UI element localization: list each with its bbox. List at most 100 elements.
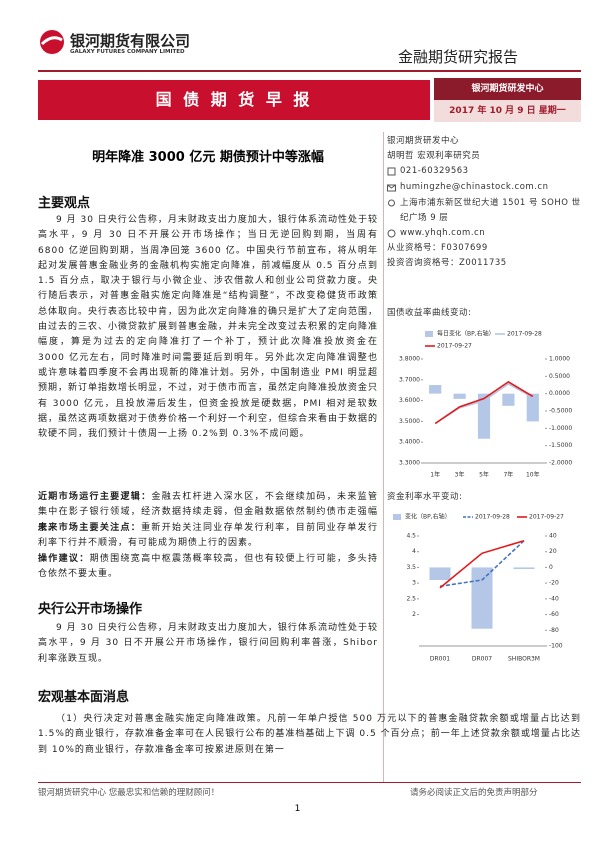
y2-tick-label: 0.5000 [549, 373, 570, 380]
bar [477, 393, 491, 439]
y2-tick-label: 0 [549, 564, 553, 571]
license: 从业资格号：F0307699 [387, 243, 488, 253]
logo-icon [40, 30, 64, 54]
y2-tick-label: 40 [549, 533, 557, 540]
bar [471, 567, 493, 629]
y-tick-label: 3.5 [406, 564, 416, 571]
title: 明年降准 3000 亿元 期债预计中等涨幅 [92, 150, 324, 165]
web-icon [387, 229, 396, 238]
y-tick-label: 4 [412, 548, 416, 555]
y-tick-label: 3.3000 [399, 460, 420, 467]
x-tick-label: DR007 [472, 656, 492, 663]
chart: 3.3000 3.4000 3.5000 3.6000 3.7000 3.8000 -2.0… [399, 330, 572, 479]
legend-label: 每日变化（BP,右轴） [437, 330, 495, 338]
company-en: GALAXY FUTURES COMPANY LIMITED [70, 49, 185, 55]
y2-tick-label: -100 [549, 643, 563, 650]
bar [453, 393, 466, 399]
web: www.yhqh.com.cn [400, 228, 486, 238]
heading: 宏观基本面消息 [38, 690, 130, 705]
legend-label: 2017-09-27 [529, 514, 564, 521]
paragraph: 操作建议：期债围绕宽高中枢震荡概率较高，但也有较便上行可能，多头持仓依然不要太重… [38, 552, 378, 583]
y2-tick-label: -20 [549, 580, 559, 587]
address-icon [388, 199, 395, 207]
email-icon [387, 184, 396, 192]
phone: 021-60329563 [400, 166, 469, 176]
y-tick-label: 2 [412, 611, 416, 618]
paragraph: 未来市场主要关注点：重新开始关注同业存单发行利率，目前同业存单发行利率下行并不顺… [38, 521, 378, 552]
line [434, 380, 534, 425]
legend-swatch [393, 514, 401, 520]
date: 2017 年 10 月 9 日 星期一 [434, 100, 581, 122]
y2-tick-label: -60 [549, 611, 559, 618]
x-tick-label: 1年 [430, 471, 440, 479]
y-tick-label: 3.7000 [399, 376, 420, 383]
page-number: 1 [294, 804, 301, 814]
text: 期债围绕宽高中枢震荡概率较高，但也有较便上行可能，多头持仓依然不要太重。 [38, 554, 378, 580]
banner: 国 债 期 货 早 报 [38, 80, 430, 120]
x-tick-label: DR001 [430, 656, 450, 663]
legend-label: 2017-09-28 [475, 514, 510, 521]
y2-tick-label: -0.5000 [549, 408, 572, 415]
x-tick-label: 10年 [526, 471, 540, 479]
bar [513, 567, 535, 569]
y-tick-label: 3 [412, 580, 416, 587]
x-tick-label: 5年 [479, 471, 489, 479]
legend-label: 2017-09-27 [437, 343, 472, 350]
rule [38, 70, 581, 72]
chart-label: 国债收益率曲线变动: [387, 308, 472, 318]
y2-tick-label: -1.0000 [549, 425, 572, 432]
y2-tick-label: -40 [549, 595, 559, 602]
divider [383, 132, 384, 782]
x-tick-label: SHIBOR3M [508, 656, 540, 663]
email: humingzhe@chinastock.com.cn [400, 182, 549, 192]
lead: 未来市场主要关注点： [38, 523, 142, 533]
center: 银河期货研发中心 [434, 78, 581, 100]
y2-tick-label: 1.0000 [549, 356, 570, 363]
y-tick-label: 3.5000 [399, 418, 420, 425]
chart-label: 资金利率水平变动: [387, 492, 463, 502]
y-tick-label: 2.5 [406, 595, 416, 602]
footer-right: 请务必阅读正文后的免责声明部分 [410, 788, 538, 798]
y2-tick-label: -80 [549, 627, 559, 634]
heading: 主要观点 [38, 196, 91, 211]
paragraph: （1）央行决定对普惠金融实施定向降准政策。凡前一年单户授信 500 万元以下的普… [38, 714, 581, 755]
y2-tick-label: 0.0000 [549, 390, 570, 397]
company: 银河期货有限公司 [70, 32, 191, 50]
paragraph: 9 月 30 日央行公告称，月末财政支出力度加大，银行体系流动性处于较高水平，9… [38, 215, 379, 440]
rule [38, 782, 581, 783]
paragraph: 9 月 30 日央行公告称，月末财政支出力度加大，银行体系流动性处于较高水平，9… [38, 623, 378, 664]
chart: 2 2.5 3 3.5 4 4.5 -100 -80 -60 -40 -20 0 20 40 DR001 DR… [393, 513, 564, 663]
y2-tick-label: -2.0000 [549, 460, 572, 467]
x-tick-label: 7年 [503, 471, 513, 479]
bar [429, 567, 451, 580]
org: 银河期货研发中心 [387, 136, 460, 146]
lead: 操作建议： [38, 554, 90, 564]
y-tick-label: 3.8000 [399, 356, 420, 363]
text: 金融去杠杆进入深水区，不会继续加码，未来监管集中在影子银行领域，经济数据持续走弱… [38, 492, 378, 533]
y2-tick-label: -1.5000 [549, 442, 572, 449]
phone-icon [387, 167, 396, 176]
line [439, 539, 525, 589]
text: 重新开始关注同业存单发行利率，目前同业存单发行利率下行并不顺滑，有可能成为期债上… [38, 523, 378, 549]
legend-label: 变化（BP,右轴） [405, 513, 451, 521]
address: 上海市浦东新区世纪大道 1501 号 SOHO 世纪广场 9 层 [400, 198, 581, 223]
x-tick-label: 3年 [455, 471, 465, 479]
bar [502, 393, 515, 406]
y-tick-label: 3.4000 [399, 439, 420, 446]
lead: 近期市场运行主要逻辑： [38, 492, 152, 502]
bar [526, 393, 539, 422]
bar [429, 385, 442, 394]
footer-left: 银河期货研究中心 您最忠实和信赖的理财顾问！ [38, 788, 220, 798]
legend-label: 2017-09-28 [507, 331, 542, 338]
y-tick-label: 4.5 [406, 533, 416, 540]
y2-tick-label: 20 [549, 548, 557, 555]
line [439, 540, 525, 588]
paragraph: 近期市场运行主要逻辑：金融去杠杆进入深水区，不会继续加码，未来监管集中在影子银行… [38, 490, 378, 536]
author: 胡明哲 宏观利率研究员 [387, 151, 481, 161]
report-type: 金融期货研究报告 [398, 48, 519, 66]
heading: 央行公开市场操作 [38, 602, 143, 617]
y-tick-label: 3.6000 [399, 397, 420, 404]
legend-swatch [425, 331, 433, 337]
advisor-license: 投资咨询资格号：Z0011735 [387, 258, 507, 268]
